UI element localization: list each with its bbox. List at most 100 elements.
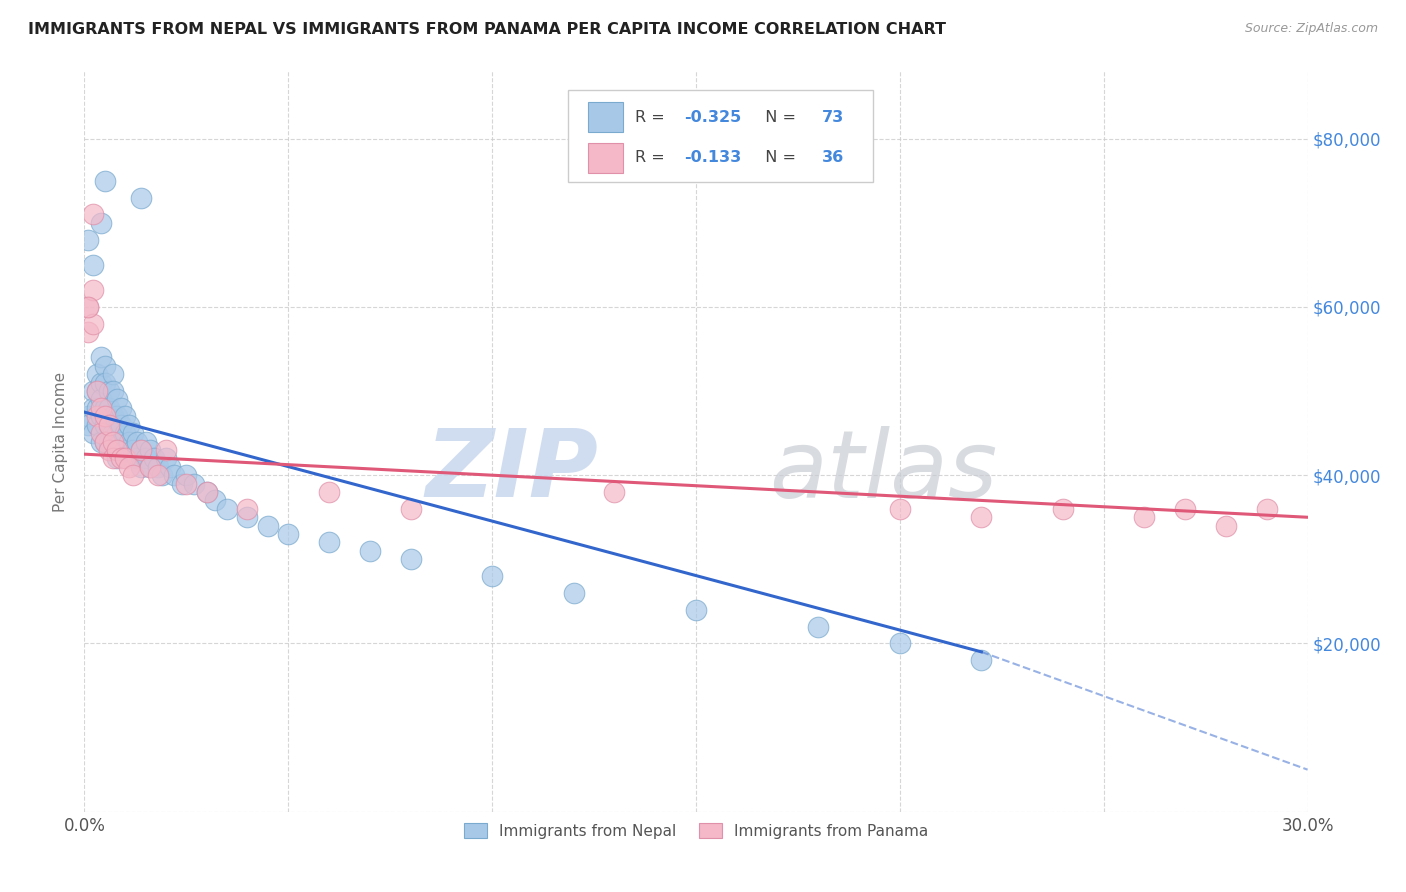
Point (257, 518, 280, 533)
Point (138, 459, 160, 474)
Point (155, 451, 177, 466)
Point (86, 401, 108, 415)
Point (110, 434, 132, 449)
Point (142, 451, 165, 466)
Point (90, 434, 112, 449)
Point (603, 485, 626, 500)
Point (97, 401, 120, 415)
Point (90, 216, 112, 230)
Point (97, 417, 120, 432)
Text: ZIP: ZIP (425, 425, 598, 517)
Point (127, 451, 149, 466)
Point (318, 535, 340, 549)
Point (122, 468, 145, 483)
Point (131, 442, 153, 457)
Point (970, 510, 993, 524)
Point (236, 510, 259, 524)
Point (101, 434, 124, 449)
Text: R =: R = (636, 151, 669, 166)
Point (93, 409, 115, 424)
Text: atlas: atlas (769, 425, 998, 516)
Point (77, 417, 100, 432)
Point (86, 417, 108, 432)
Point (97, 384, 120, 398)
Legend: Immigrants from Nepal, Immigrants from Panama: Immigrants from Nepal, Immigrants from P… (457, 816, 935, 845)
Point (82, 258, 104, 272)
Point (1052, 501, 1074, 516)
Point (1256, 501, 1278, 516)
Point (97, 417, 120, 432)
Point (150, 468, 173, 483)
Point (110, 451, 132, 466)
Text: 73: 73 (823, 110, 844, 125)
Point (155, 442, 177, 457)
Point (889, 501, 911, 516)
Point (82, 384, 104, 398)
Point (105, 451, 128, 466)
Point (183, 476, 205, 491)
Point (82, 426, 104, 441)
Point (86, 384, 108, 398)
Point (236, 501, 259, 516)
Point (807, 619, 830, 633)
Point (318, 485, 340, 500)
Point (97, 442, 120, 457)
Point (110, 417, 132, 432)
Text: R =: R = (636, 110, 669, 125)
Point (110, 401, 132, 415)
Point (174, 468, 197, 483)
Text: Source: ZipAtlas.com: Source: ZipAtlas.com (1244, 22, 1378, 36)
Point (174, 476, 197, 491)
Point (101, 384, 124, 398)
Point (105, 426, 128, 441)
Point (101, 451, 124, 466)
Point (146, 468, 169, 483)
Point (135, 451, 157, 466)
Point (82, 207, 104, 221)
Point (93, 359, 115, 373)
Point (93, 401, 115, 415)
Point (82, 317, 104, 331)
Point (131, 190, 153, 204)
Point (90, 376, 112, 390)
Text: N =: N = (755, 151, 801, 166)
Point (562, 586, 585, 600)
Y-axis label: Per Capita Income: Per Capita Income (53, 371, 69, 512)
Point (105, 442, 128, 457)
Point (114, 426, 136, 441)
Point (1215, 518, 1237, 533)
Point (101, 409, 124, 424)
Point (93, 434, 115, 449)
Point (481, 569, 503, 583)
Point (1174, 501, 1197, 516)
Point (82, 401, 104, 415)
Text: IMMIGRANTS FROM NEPAL VS IMMIGRANTS FROM PANAMA PER CAPITA INCOME CORRELATION CH: IMMIGRANTS FROM NEPAL VS IMMIGRANTS FROM… (28, 22, 946, 37)
Point (118, 417, 141, 432)
Point (146, 459, 169, 474)
Point (101, 426, 124, 441)
Point (77, 300, 100, 314)
Point (138, 459, 160, 474)
Point (77, 409, 100, 424)
Point (82, 283, 104, 297)
Point (122, 426, 145, 441)
Point (101, 368, 124, 382)
Point (970, 653, 993, 667)
Point (105, 409, 128, 424)
Point (90, 401, 112, 415)
Point (90, 351, 112, 365)
Point (77, 233, 100, 247)
Text: -0.325: -0.325 (683, 110, 741, 125)
Point (114, 451, 136, 466)
Point (93, 417, 115, 432)
Text: -0.133: -0.133 (683, 151, 741, 166)
Point (114, 442, 136, 457)
FancyBboxPatch shape (588, 103, 623, 132)
Point (172, 476, 194, 491)
Point (90, 392, 112, 407)
Text: 36: 36 (823, 151, 844, 166)
Point (163, 468, 186, 483)
Point (685, 603, 707, 617)
Point (195, 485, 218, 500)
Point (77, 300, 100, 314)
